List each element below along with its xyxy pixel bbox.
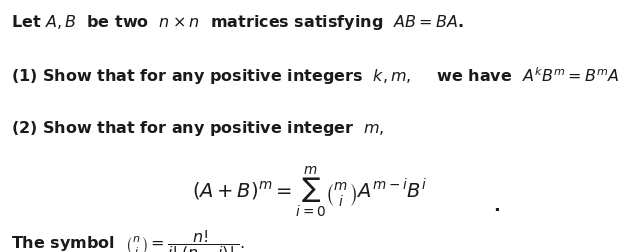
Text: .: . xyxy=(493,197,500,214)
Text: $(A + B)^m = \sum_{i=0}^{m} \binom{m}{i} A^{m-i} B^i$: $(A + B)^m = \sum_{i=0}^{m} \binom{m}{i}… xyxy=(192,164,428,219)
Text: Let $A, B$  be two  $n \times n$  matrices satisfying  $AB = BA$.: Let $A, B$ be two $n \times n$ matrices … xyxy=(11,13,464,32)
Text: (1) Show that for any positive integers  $k, m,$    we have  $A^k B^m = B^m A^k$: (1) Show that for any positive integers … xyxy=(11,66,620,87)
Text: (2) Show that for any positive integer  $m,$: (2) Show that for any positive integer $… xyxy=(11,118,384,137)
Text: The symbol  $\binom{n}{i} = \dfrac{n!}{i!(n-i)!}.$: The symbol $\binom{n}{i} = \dfrac{n!}{i!… xyxy=(11,227,246,252)
